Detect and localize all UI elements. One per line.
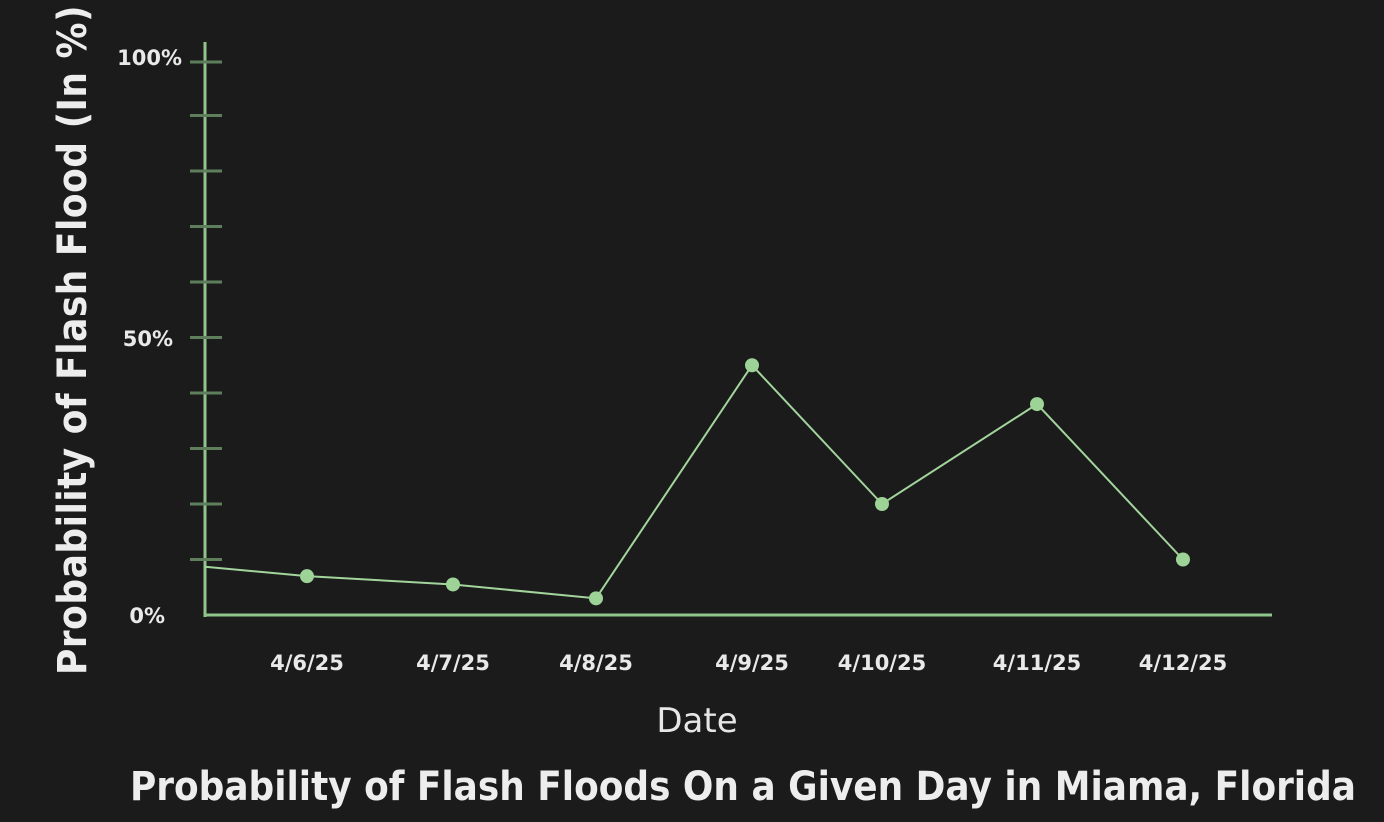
data-point: [446, 577, 460, 592]
y-tick-label: 100%: [117, 46, 182, 70]
data-point: [875, 497, 889, 511]
y-tick-label: 50%: [123, 327, 173, 351]
x-tick-label: 4/10/25: [838, 651, 926, 675]
y-axis-title: Probability of Flash Flood (In %): [50, 5, 96, 675]
x-axis-title: Date: [656, 701, 737, 741]
x-tick-label: 4/8/25: [559, 651, 633, 675]
x-tick-label: 4/7/25: [416, 651, 490, 675]
x-tick-label: 4/12/25: [1139, 651, 1227, 675]
data-point: [589, 591, 603, 606]
series-line: [204, 363, 1184, 600]
x-tick-label: 4/6/25: [270, 651, 344, 675]
y-axis-group: 0% 50% 100%: [117, 42, 222, 628]
data-point: [1176, 552, 1190, 567]
data-point: [745, 358, 759, 373]
y-tick-label: 0%: [129, 604, 165, 628]
data-point: [1030, 397, 1044, 412]
x-tick-label: 4/9/25: [715, 651, 789, 675]
x-tick-label: 4/11/25: [993, 651, 1081, 675]
x-axis-group: 4/6/25 4/7/25 4/8/25 4/9/25 4/10/25 4/11/25 4/…: [205, 613, 1272, 675]
chart-title: Probability of Flash Floods On a Given D…: [130, 764, 1356, 810]
data-point: [300, 569, 314, 584]
series-group: [204, 358, 1190, 606]
